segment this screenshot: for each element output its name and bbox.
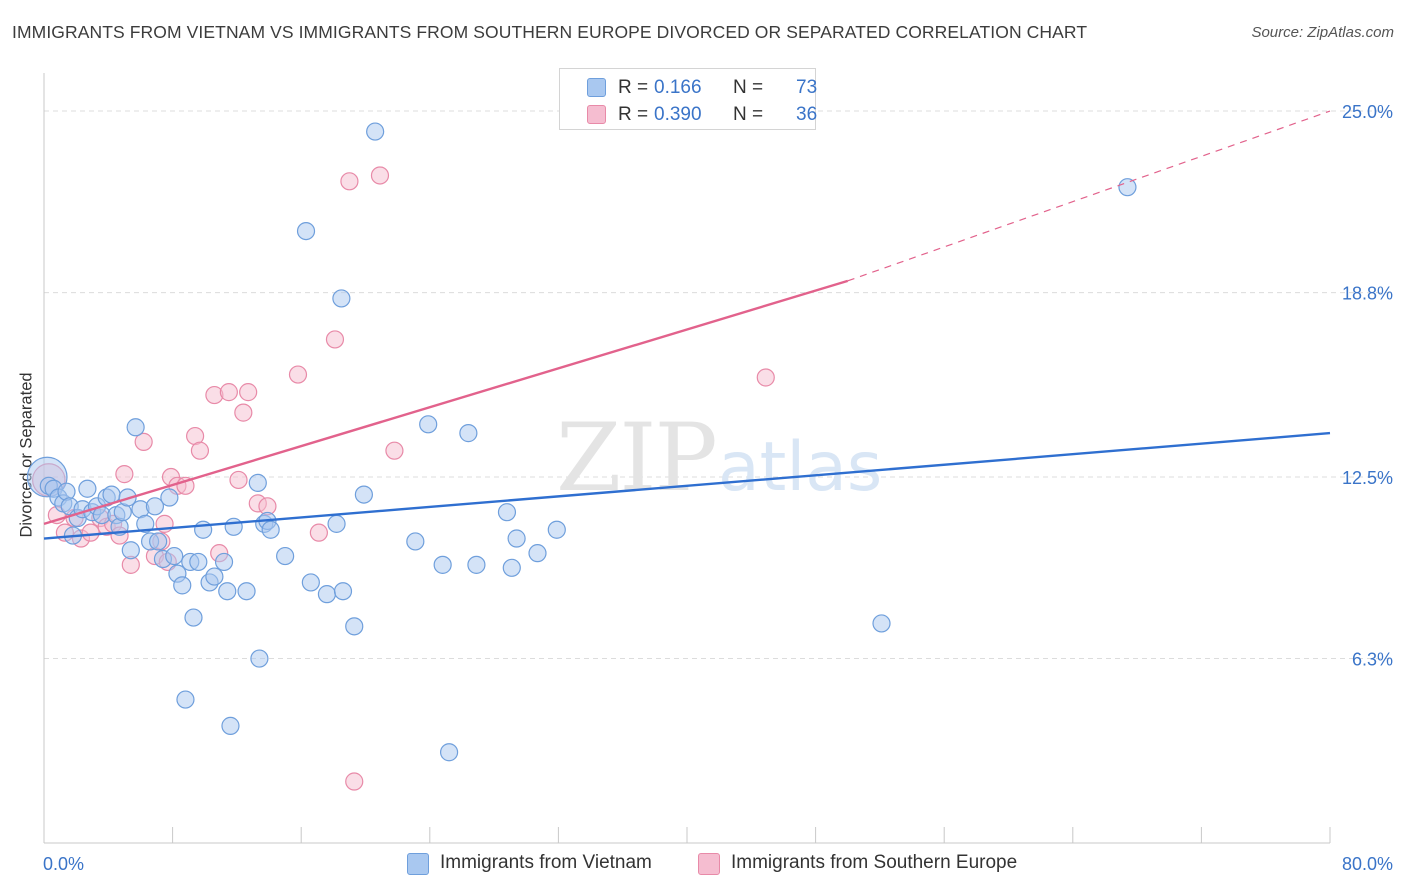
vietnam-point <box>57 482 76 501</box>
legend-swatch-vietnam <box>587 78 606 97</box>
series-vietnam-points <box>26 122 1137 762</box>
vietnam-point <box>214 552 234 572</box>
vietnam-point <box>205 567 224 586</box>
vietnam-point <box>497 503 517 522</box>
vietnam-point <box>126 418 145 437</box>
vietnam-point <box>459 424 478 443</box>
x-tick-label-min: 0.0% <box>43 854 84 874</box>
vietnam-point <box>439 743 459 762</box>
vietnam-point <box>145 497 165 516</box>
x-tick-label-max: 80.0% <box>1342 854 1393 874</box>
vietnam-point <box>1118 178 1137 197</box>
vietnam-point <box>433 555 452 574</box>
legend-n-value: 73 <box>796 77 818 98</box>
vietnam-point <box>276 546 295 566</box>
vietnam-point <box>419 415 438 434</box>
correlation-legend: R = 0.166 N = 73 R = 0.390 N = 36 <box>559 68 818 130</box>
legend-r-value: 0.166 <box>654 77 702 98</box>
southern-europe-point <box>370 166 390 185</box>
tick-labels: 6.3% 12.5% 18.8% 25.0% 0.0% 80.0% <box>43 102 1393 874</box>
vietnam-point <box>507 529 526 548</box>
vietnam-point <box>121 541 140 560</box>
vietnam-point <box>184 608 203 627</box>
southern-europe-point <box>385 441 404 460</box>
vietnam-point <box>173 576 192 595</box>
vietnam-point <box>333 582 353 601</box>
southern-europe-point <box>229 470 248 490</box>
southern-europe-point <box>340 172 359 191</box>
legend-n-label: N = <box>733 104 764 125</box>
chart-title: IMMIGRANTS FROM VIETNAM VS IMMIGRANTS FR… <box>12 22 1088 42</box>
vietnam-point <box>317 585 337 604</box>
vietnam-point <box>218 582 237 601</box>
vietnam-point <box>78 479 97 498</box>
watermark-zip: ZIP <box>556 404 716 513</box>
vietnam-point <box>467 555 486 574</box>
vietnam-point <box>248 473 267 492</box>
southern-europe-point <box>309 523 328 542</box>
vietnam-point <box>250 649 269 668</box>
southern-europe-point <box>219 383 238 402</box>
legend-label-southern-europe: Immigrants from Southern Europe <box>731 852 1018 873</box>
vietnam-point <box>165 546 184 566</box>
vietnam-point <box>261 520 280 539</box>
southern-europe-point <box>134 432 153 451</box>
vietnam-point <box>406 532 425 551</box>
vietnam-point <box>224 517 243 536</box>
vietnam-point <box>176 690 195 709</box>
legend-n-label: N = <box>733 77 764 98</box>
southern-europe-point <box>115 465 134 484</box>
southern-europe-point <box>345 772 364 791</box>
y-tick-label: 25.0% <box>1342 102 1393 122</box>
y-tick-label: 12.5% <box>1342 468 1393 488</box>
southern-europe-point <box>756 368 775 387</box>
legend-label-vietnam: Immigrants from Vietnam <box>440 852 652 873</box>
legend-swatch-southern-europe <box>587 105 606 124</box>
vietnam-point <box>136 514 155 533</box>
southern-europe-point <box>325 330 345 349</box>
southern-europe-point <box>239 383 258 402</box>
vietnam-point <box>528 544 547 563</box>
southern-europe-point <box>288 365 308 384</box>
legend-n-value: 36 <box>796 104 818 125</box>
vietnam-point <box>327 514 346 533</box>
vietnam-point <box>301 573 320 592</box>
vietnam-trend-line <box>43 431 1331 540</box>
vietnam-point <box>221 716 240 735</box>
watermark-atlas: atlas <box>718 428 882 507</box>
southern-europe-point <box>190 441 210 460</box>
vietnam-point <box>296 221 316 241</box>
southern-europe-point <box>234 403 253 422</box>
vietnam-point <box>366 122 385 141</box>
southern-europe-point <box>81 523 100 542</box>
vietnam-point <box>345 617 364 636</box>
vietnam-point <box>160 488 179 507</box>
trend-lines <box>43 110 1331 540</box>
legend-r-value: 0.390 <box>654 104 702 125</box>
vietnam-point <box>502 558 521 577</box>
y-tick-label: 6.3% <box>1352 650 1393 670</box>
source-credit: Source: ZipAtlas.com <box>1251 24 1394 41</box>
southern-europe-trend-extension <box>847 110 1331 282</box>
legend-swatch-southern-europe <box>698 853 720 875</box>
legend-r-label: R = <box>618 104 649 125</box>
watermark: ZIP atlas <box>556 404 882 513</box>
southern-europe-trend-line <box>43 279 849 526</box>
vietnam-point <box>189 552 208 572</box>
vietnam-point <box>237 582 256 601</box>
vietnam-point <box>332 289 351 308</box>
vietnam-point <box>354 485 373 504</box>
vietnam-point <box>872 614 891 633</box>
legend-r-label: R = <box>618 77 649 98</box>
vietnam-point <box>149 532 168 551</box>
vietnam-point <box>547 520 566 539</box>
legend-swatch-vietnam <box>407 853 429 875</box>
y-tick-label: 18.8% <box>1342 284 1393 304</box>
